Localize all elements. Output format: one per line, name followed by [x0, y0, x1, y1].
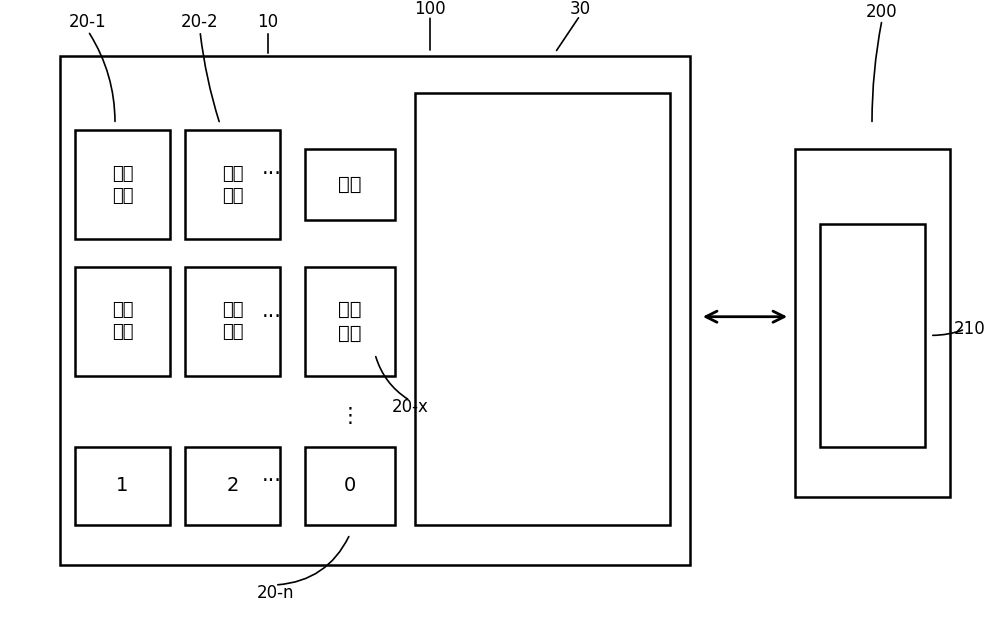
Bar: [60, 56, 690, 565]
Text: 2: 2: [226, 476, 239, 496]
Bar: [820, 224, 925, 447]
Text: 20-x: 20-x: [392, 398, 428, 415]
Bar: [185, 447, 280, 525]
Text: 设置: 设置: [338, 175, 362, 194]
Text: ⋮: ⋮: [340, 406, 360, 426]
Text: 10: 10: [257, 13, 279, 30]
Bar: [415, 93, 670, 525]
Bar: [75, 447, 170, 525]
Text: ···: ···: [262, 164, 282, 184]
Text: 音量
增大: 音量 增大: [112, 301, 133, 342]
Bar: [75, 130, 170, 239]
Text: 20-1: 20-1: [69, 13, 107, 30]
Text: 频道
调上: 频道 调上: [112, 165, 133, 205]
Text: 20-2: 20-2: [181, 13, 219, 30]
Bar: [305, 447, 395, 525]
Text: ···: ···: [262, 471, 282, 491]
Text: 210: 210: [954, 320, 986, 338]
Bar: [795, 149, 950, 497]
Bar: [185, 130, 280, 239]
Text: 1: 1: [116, 476, 129, 496]
Text: 0: 0: [344, 476, 356, 496]
Bar: [305, 149, 395, 220]
Text: 屏幕
模式: 屏幕 模式: [338, 300, 362, 343]
Text: 20-n: 20-n: [256, 584, 294, 602]
Text: 频道
调下: 频道 调下: [222, 165, 243, 205]
Text: 音量
减小: 音量 减小: [222, 301, 243, 342]
Text: 200: 200: [866, 4, 898, 21]
Text: 30: 30: [569, 1, 591, 18]
Bar: [75, 267, 170, 376]
Text: 100: 100: [414, 1, 446, 18]
Text: ···: ···: [262, 307, 282, 327]
Bar: [305, 267, 395, 376]
Bar: [185, 267, 280, 376]
